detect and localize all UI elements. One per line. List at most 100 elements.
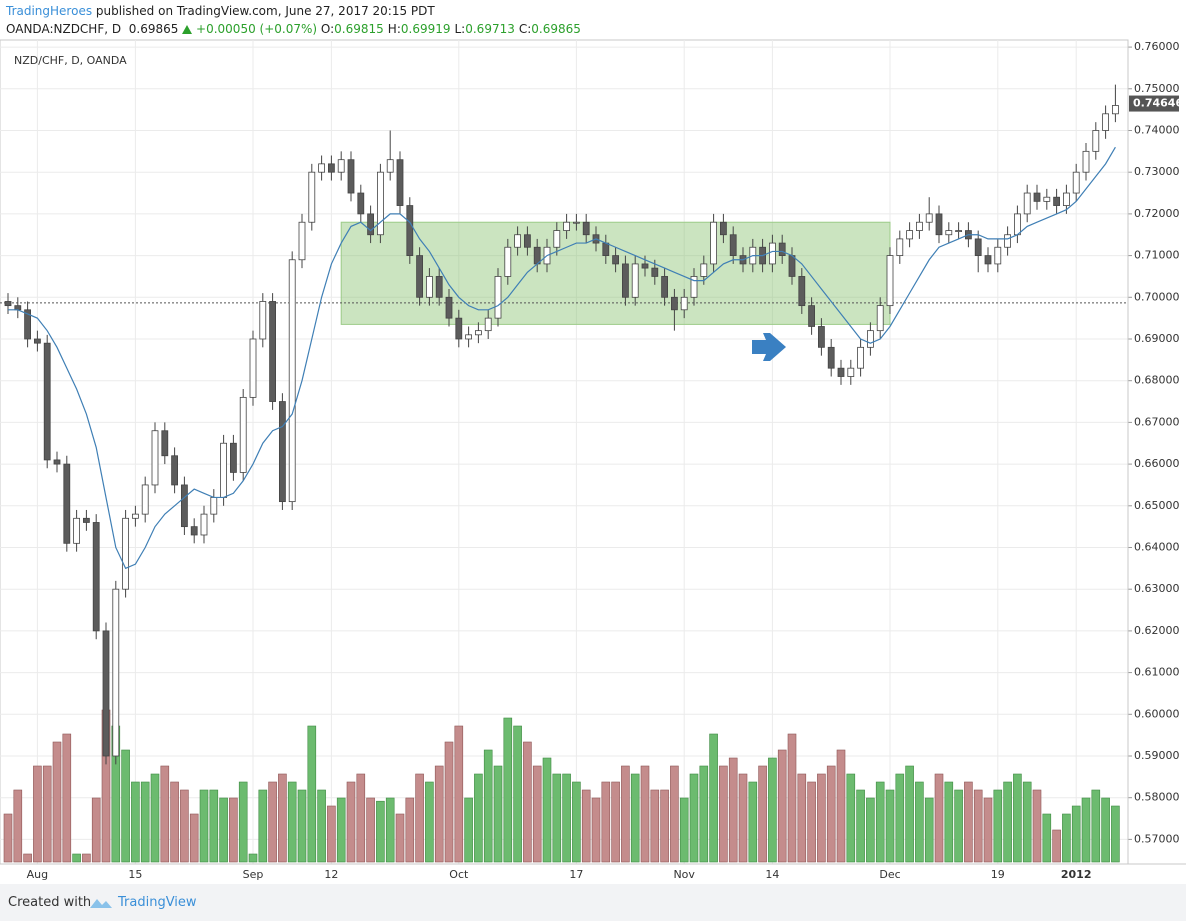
y-tick-label: 0.71000: [1134, 249, 1180, 262]
volume-bar: [493, 765, 503, 863]
volume-bar: [630, 773, 640, 863]
created: Created with: [8, 895, 92, 910]
volume-bar: [748, 781, 758, 863]
x-tick-label: Dec: [879, 868, 900, 881]
volume-bar: [140, 781, 150, 863]
candle-body: [141, 484, 149, 515]
candle-body: [347, 159, 355, 194]
volume-bar: [287, 781, 297, 863]
volume-bar: [572, 781, 581, 863]
last-price-label: 0.74646: [1133, 97, 1183, 110]
x-tick-label: 19: [991, 868, 1005, 881]
volume-bar: [23, 853, 32, 863]
candle-body: [386, 159, 394, 173]
candle-body: [994, 246, 1002, 265]
volume-bar: [42, 765, 52, 863]
candle-body: [92, 522, 100, 632]
ohlc: O:0.69815 H:0.69919 L:0.69713 C:0.69865: [321, 22, 585, 36]
candle-body: [1102, 113, 1109, 131]
candle-body: [563, 221, 570, 231]
publish-line: TradingHeroes published on TradingView.c…: [6, 4, 435, 18]
y-tick-label: 0.67000: [1134, 415, 1180, 428]
x-tick-label: 12: [324, 868, 338, 881]
symbol: OANDA:NZDCHF, D: [6, 22, 122, 36]
ohlc-label: L:: [454, 22, 466, 36]
candle-body: [847, 367, 855, 377]
chart-title: NZD/CHF, D, OANDA: [14, 54, 127, 67]
volume-bar: [3, 813, 13, 863]
candle-body: [808, 305, 815, 327]
candle-body: [514, 234, 521, 248]
volume-bar: [699, 765, 709, 863]
candle-body: [298, 221, 306, 261]
header: TradingHeroes published on TradingView.c…: [0, 0, 1186, 40]
volume-bar: [317, 789, 326, 863]
volume-bar: [993, 789, 1003, 863]
volume-bar: [170, 781, 179, 863]
y-tick-label: 0.62000: [1134, 624, 1180, 637]
y-tick-label: 0.58000: [1134, 791, 1180, 804]
candle-body: [661, 276, 668, 298]
candle-body: [43, 342, 51, 461]
quote-line: OANDA:NZDCHF, D 0.69865 +0.00050 (+0.07%…: [6, 22, 585, 36]
volume-bar: [650, 789, 660, 863]
candle-body: [641, 263, 649, 269]
candle-body: [955, 230, 962, 232]
candle-body: [131, 513, 139, 519]
logo: [90, 899, 112, 908]
candle-body: [161, 430, 169, 457]
candle-body: [83, 517, 90, 523]
candle-body: [631, 263, 639, 298]
candle-body: [4, 301, 12, 307]
footer: Created with TradingView: [0, 884, 1186, 921]
candle-body: [837, 367, 845, 377]
volume-bar: [660, 789, 669, 863]
candle-body: [474, 330, 482, 336]
volume-bar: [591, 797, 601, 863]
volume-bar: [72, 853, 81, 863]
volume-bar: [758, 765, 767, 863]
volume-bar: [532, 765, 542, 863]
x-tick-label: Nov: [673, 868, 695, 881]
candle-body: [504, 246, 512, 277]
volume-bar: [395, 813, 405, 863]
candle-body: [896, 238, 904, 256]
y-tick-label: 0.61000: [1134, 666, 1180, 679]
y-tick-label: 0.76000: [1134, 40, 1180, 53]
volume-bar: [209, 789, 219, 863]
volume-bar: [1013, 773, 1022, 863]
candle-body: [278, 401, 286, 503]
volume-bar: [238, 781, 248, 863]
volume-bar: [82, 853, 91, 863]
candle-body: [582, 221, 590, 236]
candle-body: [680, 296, 688, 311]
volume-bar: [425, 781, 434, 863]
volume-bar: [229, 797, 238, 863]
volume-bar: [836, 749, 846, 863]
candle-body: [690, 276, 698, 298]
candle-body: [396, 159, 404, 206]
volume-bar: [1091, 789, 1101, 863]
candle-body: [112, 588, 120, 757]
volume-bar: [1101, 797, 1110, 863]
candle-body: [827, 346, 835, 369]
candle-body: [376, 171, 384, 236]
volume-bar: [1052, 829, 1061, 863]
candle-body: [308, 171, 316, 223]
candle-body: [406, 205, 414, 256]
candle-body: [867, 330, 874, 348]
candle-body: [357, 192, 365, 215]
volume-bar: [385, 797, 395, 863]
y-tick-label: 0.68000: [1134, 374, 1180, 387]
candle-body: [945, 230, 953, 236]
ohlc-value: 0.69815: [334, 22, 384, 36]
y-tick-label: 0.59000: [1134, 749, 1180, 762]
volume-bar: [983, 797, 993, 863]
candle-body: [651, 267, 659, 277]
volume-bar: [1003, 781, 1012, 863]
volume-bar: [797, 773, 807, 863]
volume-bar: [33, 765, 42, 863]
candle-body: [1004, 234, 1011, 248]
x-tick-label: 14: [765, 868, 779, 881]
